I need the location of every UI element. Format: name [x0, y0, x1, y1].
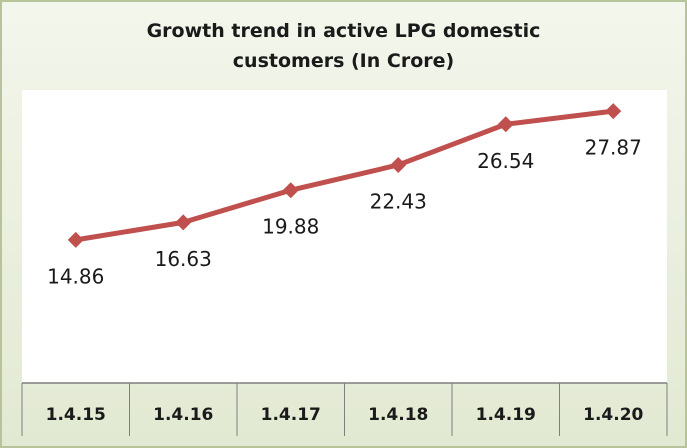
x-tick-label: 1.4.15: [46, 405, 106, 425]
data-label: 14.86: [47, 264, 104, 288]
data-point: [605, 103, 622, 120]
data-point: [497, 116, 514, 133]
plot-area: [22, 90, 667, 383]
data-point: [175, 214, 192, 231]
x-tick-label: 1.4.18: [368, 405, 428, 425]
data-point: [67, 231, 84, 248]
data-point: [390, 156, 407, 173]
data-point: [282, 182, 299, 199]
x-tick-label: 1.4.17: [261, 405, 321, 425]
data-label: 27.87: [585, 136, 642, 160]
data-label: 19.88: [262, 215, 319, 239]
x-tick-label: 1.4.16: [153, 405, 213, 425]
data-label: 26.54: [477, 149, 534, 173]
data-label: 22.43: [370, 189, 427, 213]
x-tick-label: 1.4.19: [476, 405, 536, 425]
chart-title: Growth trend in active LPG domestic cust…: [146, 20, 541, 72]
x-tick-label: 1.4.20: [583, 405, 643, 425]
series-line: [75, 108, 614, 243]
data-label: 16.63: [155, 247, 212, 271]
